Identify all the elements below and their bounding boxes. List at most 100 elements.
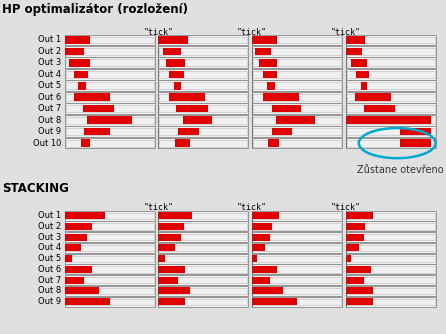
Bar [83, 105, 114, 113]
Bar [253, 234, 341, 240]
Bar [347, 234, 435, 240]
Bar [253, 266, 341, 273]
Bar [252, 34, 342, 45]
Text: Out 6: Out 6 [38, 93, 61, 102]
Bar [346, 126, 436, 137]
Bar [346, 103, 436, 114]
Bar [159, 288, 248, 294]
Bar [346, 212, 372, 219]
Text: Out 2: Out 2 [38, 47, 61, 56]
Bar [158, 234, 181, 241]
Bar [65, 254, 155, 264]
Bar [347, 245, 435, 251]
Bar [66, 128, 154, 135]
Text: Out 4: Out 4 [38, 243, 61, 253]
Bar [263, 70, 277, 78]
Bar [65, 46, 155, 57]
Bar [66, 299, 154, 305]
Bar [347, 223, 435, 230]
Bar [346, 265, 436, 275]
Bar [346, 254, 436, 264]
Bar [346, 234, 363, 241]
Bar [158, 286, 248, 296]
Bar [65, 126, 155, 137]
Bar [65, 298, 110, 305]
Bar [253, 59, 341, 66]
Bar [346, 223, 365, 230]
Bar [253, 245, 341, 251]
Text: STACKING: STACKING [2, 182, 69, 195]
Bar [66, 234, 154, 240]
Bar [347, 299, 435, 305]
Text: Zůstane otevřeno: Zůstane otevřeno [357, 165, 444, 175]
Bar [347, 266, 435, 273]
Bar [252, 234, 270, 241]
Text: "tick": "tick" [143, 28, 173, 37]
Bar [66, 245, 154, 251]
Bar [65, 211, 155, 221]
Bar [263, 94, 299, 101]
Text: Out 10: Out 10 [33, 139, 61, 148]
Bar [159, 256, 248, 262]
Bar [158, 212, 193, 219]
Bar [272, 105, 301, 113]
Bar [346, 255, 351, 262]
Bar [65, 244, 81, 252]
Bar [159, 140, 248, 147]
Bar [347, 140, 435, 147]
Bar [347, 212, 435, 219]
Bar [176, 105, 208, 113]
Bar [253, 299, 341, 305]
Bar [159, 59, 248, 66]
Bar [361, 82, 367, 90]
Text: Out 5: Out 5 [38, 81, 61, 90]
Bar [253, 128, 341, 135]
Bar [65, 138, 155, 149]
Bar [65, 221, 155, 231]
Bar [65, 212, 105, 219]
Text: Out 2: Out 2 [38, 222, 61, 231]
Bar [346, 244, 359, 252]
Bar [159, 299, 248, 305]
Bar [159, 223, 248, 230]
Bar [66, 212, 154, 219]
Bar [253, 117, 341, 124]
Bar [163, 48, 181, 55]
Bar [346, 297, 436, 307]
Bar [253, 71, 341, 78]
Bar [252, 232, 342, 242]
Bar [158, 275, 248, 285]
Bar [158, 69, 248, 80]
Bar [65, 266, 91, 273]
Bar [158, 298, 185, 305]
Bar [158, 46, 248, 57]
Bar [65, 255, 72, 262]
Bar [252, 244, 265, 252]
Bar [66, 223, 154, 230]
Bar [347, 59, 435, 66]
Bar [252, 243, 342, 253]
Bar [65, 288, 99, 295]
Bar [66, 140, 154, 147]
Bar [158, 277, 178, 284]
Bar [255, 48, 271, 55]
Bar [346, 138, 436, 149]
Bar [159, 234, 248, 240]
Bar [159, 277, 248, 284]
Bar [158, 232, 248, 242]
Bar [346, 288, 372, 295]
Bar [252, 57, 342, 68]
Bar [252, 221, 342, 231]
Bar [253, 277, 341, 284]
Bar [346, 266, 371, 273]
Bar [78, 82, 86, 90]
Bar [169, 70, 183, 78]
Bar [253, 94, 341, 101]
Bar [66, 266, 154, 273]
Bar [252, 277, 270, 284]
Bar [351, 59, 367, 67]
Bar [158, 243, 248, 253]
Bar [346, 221, 436, 231]
Bar [158, 223, 183, 230]
Bar [252, 286, 342, 296]
